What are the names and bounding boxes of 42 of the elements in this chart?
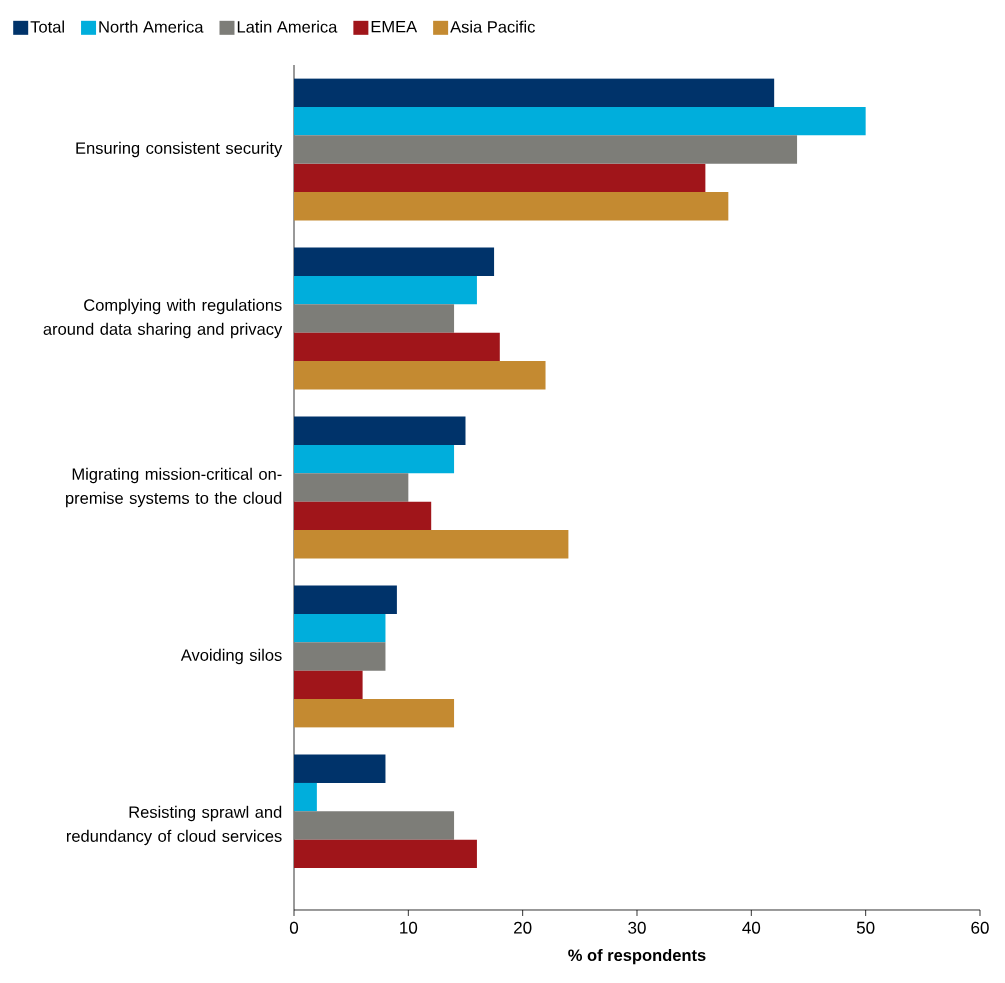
legend-label: Total [30,20,64,33]
x-axis-title: % of respondents [568,948,706,965]
bar [294,247,495,276]
y-tick-label: Migrating mission-critical on-premise systems to the cloud [66,467,282,508]
x-tick-label: 40 [742,921,761,934]
bar [294,444,455,474]
bar [294,699,455,728]
bar [294,811,455,840]
x-tick-label: 60 [971,921,989,934]
bar [294,163,706,193]
bar [294,642,386,671]
x-tick-label: 30 [628,921,646,934]
bar [294,530,569,559]
bar [294,670,363,700]
x-tick-label: 50 [856,921,875,934]
bar [294,78,775,107]
x-tick-label: 20 [514,921,532,934]
bar [294,192,729,221]
x-tick-label: 0 [289,921,299,934]
bar [294,839,477,869]
bar [294,754,386,783]
legend-label: Asia Pacific [450,20,535,33]
bar [294,613,386,643]
legend-label: EMEA [371,20,418,33]
y-tick-label: Avoiding silos [180,648,282,665]
y-tick-label: Ensuring consistent security [76,141,283,158]
bar [294,585,397,614]
bar [294,135,798,164]
bar [294,275,477,305]
y-tick-label: Complying with regulations around data sharing and privacy [43,298,283,339]
bar [294,361,546,390]
bar [294,501,432,531]
bar [294,304,455,333]
bar [294,473,409,502]
y-tick-label: Resisting sprawl and redundancy of cloud services [66,805,282,846]
bar [294,106,866,136]
bar [294,332,500,362]
bar [294,416,466,445]
legend-label: Latin America [237,20,338,33]
legend-label: North America [99,20,204,33]
x-tick-label: 10 [400,921,418,934]
bar [294,782,317,812]
